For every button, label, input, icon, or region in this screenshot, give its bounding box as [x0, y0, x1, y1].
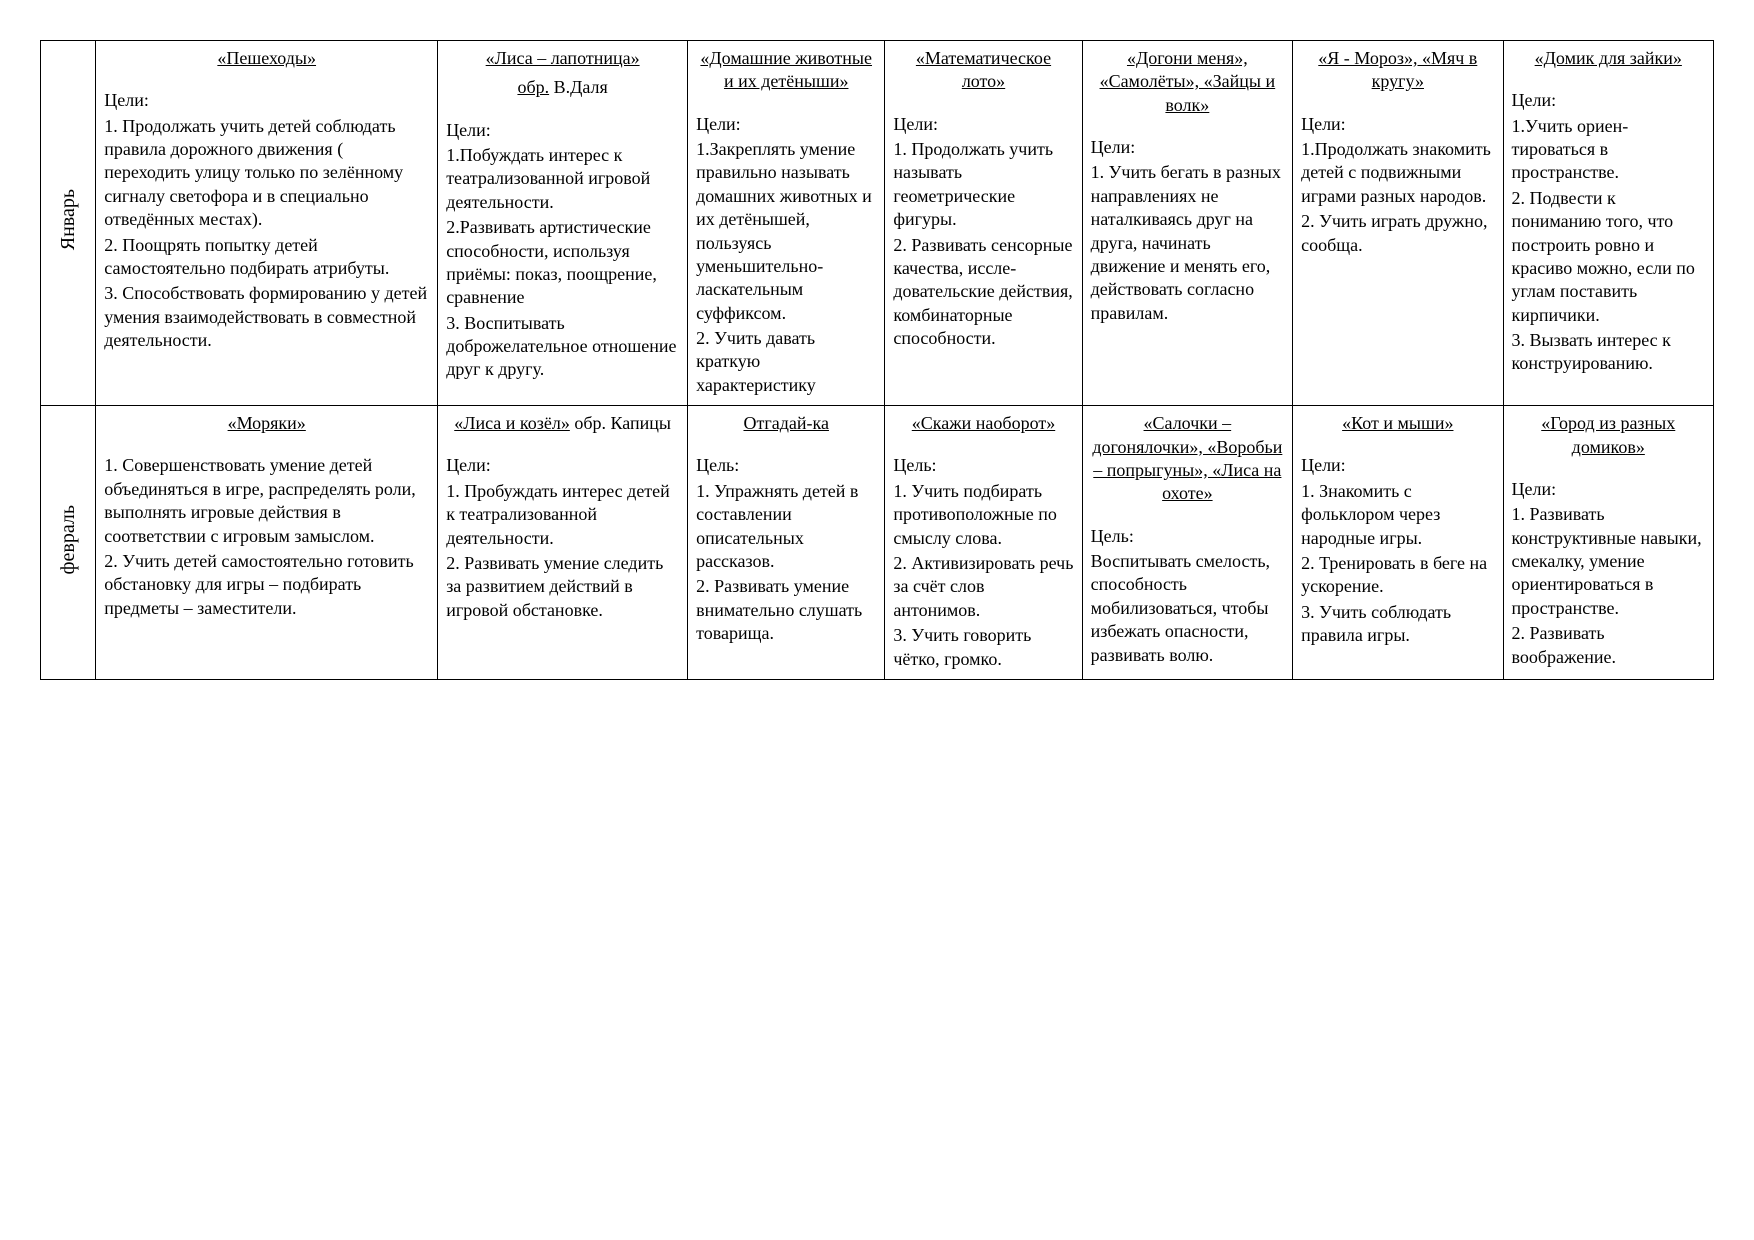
cell-title: «Домик для зайки»	[1512, 47, 1705, 70]
goals-label: Цели:	[104, 89, 429, 112]
goals-label: Цели:	[1301, 113, 1494, 136]
goals-label: Цели:	[1091, 136, 1284, 159]
goal-line: 1.Учить ориен­тироваться в пространстве.	[1512, 115, 1705, 185]
cell-title: «Пешеходы»	[104, 47, 429, 70]
goal-line: 1. Упражнять детей в составлении описате…	[696, 480, 876, 574]
content-cell: «Домик для зайки» Цели: 1.Учить ориен­тир…	[1503, 41, 1713, 406]
goals-label: Цели:	[1301, 454, 1494, 477]
goal-line: 1. Учить бегать в разных направлениях не…	[1091, 161, 1284, 325]
goal-line: 2. Поощрять попытку детей самостоятельно…	[104, 234, 429, 281]
month-cell: февраль	[41, 406, 96, 680]
content-cell: «Математи­ческое лото» Цели:1. Продолжат…	[885, 41, 1082, 406]
goal-line: 3. Способствовать формиро­ванию у детей …	[104, 282, 429, 352]
goals-label: Цель:	[1091, 525, 1284, 548]
goal-line: 1. Пробуждать интерес детей к театрализо…	[446, 480, 679, 550]
cell-title: «Лиса и козёл» обр. Капицы	[446, 412, 679, 435]
goal-line: 1.Побуждать инте­рес к театрализо­ванной…	[446, 144, 679, 214]
goals-label: Цели:	[446, 454, 679, 477]
goal-line: 1. Учить подбирать про­тивоположные по с…	[893, 480, 1073, 550]
goal-line: 2. Активизиро­вать речь за счёт слов ант…	[893, 552, 1073, 622]
month-cell: Январь	[41, 41, 96, 406]
goal-line: 3. Учить соблюдать правила игры.	[1301, 601, 1494, 648]
cell-title: «Город из разных домиков»	[1512, 412, 1705, 459]
content-cell: Отгадай-ка Цель: 1. Упражнять детей в сос…	[688, 406, 885, 680]
cell-title: «Математи­ческое лото»	[893, 47, 1073, 94]
content-cell: «Догони меня», «Самолёты», «Зайцы и волк…	[1082, 41, 1292, 406]
goals-label: Цели:	[446, 119, 679, 142]
goal-line: 2. Развивать умение внимательно слушать …	[696, 575, 876, 645]
cell-title: «Кот и мыши»	[1301, 412, 1494, 435]
goal-line: 3. Воспитывать доброжелательное отношени…	[446, 312, 679, 382]
cell-title: «Догони меня», «Самолёты», «Зайцы и волк…	[1091, 47, 1284, 117]
goals-label: Цели:	[696, 113, 876, 136]
goal-line: 1. Совершенствовать умение детей объедин…	[104, 454, 429, 548]
content-cell: «Лиса и козёл» обр. Капицы Цели: 1. Пробу…	[438, 406, 688, 680]
goal-line: 2. Развивать умение следить за развитием…	[446, 552, 679, 622]
goal-line: 2. Развивать воображение.	[1512, 622, 1705, 669]
goal-line: 1. Знакомить с фольклором через народные…	[1301, 480, 1494, 550]
plan-row: февраль «Моряки» 1. Совершенствовать умен…	[41, 406, 1714, 680]
goal-line: 1. Развивать конструктивные навыки, смек…	[1512, 503, 1705, 620]
cell-title: «Лиса – лапотница»	[446, 47, 679, 70]
goal-line: 2. Учить играть дружно, сообща.	[1301, 210, 1494, 257]
content-cell: «Пешеходы» Цели: 1. Продолжать учить дете…	[96, 41, 438, 406]
content-cell: «Моряки» 1. Совершенствовать умение дете…	[96, 406, 438, 680]
goals-label: Цели:	[1512, 89, 1705, 112]
content-cell: «Скажи наоборот» Цель: 1. Учить подбирать…	[885, 406, 1082, 680]
content-cell: «Домашние животные и их детёныши» Цели:1…	[688, 41, 885, 406]
plan-table: Январь«Пешеходы» Цели:1. Продолжать учит…	[40, 40, 1714, 680]
content-cell: «Кот и мыши» Цели: 1. Знакомить с фолькло…	[1293, 406, 1503, 680]
cell-title: «Скажи наоборот»	[893, 412, 1073, 435]
goal-line: 1. Продолжать учить называть геометричес…	[893, 138, 1073, 232]
cell-title: «Домашние животные и их детёныши»	[696, 47, 876, 94]
goal-line: 1.Закреплять умение пра­вильно назы­вать…	[696, 138, 876, 325]
cell-title: «Я - Мороз», «Мяч в кругу»	[1301, 47, 1494, 94]
goal-line: 2. Подвести к пониманию то­го, что пост­…	[1512, 187, 1705, 327]
plan-row: Январь«Пешеходы» Цели:1. Продолжать учит…	[41, 41, 1714, 406]
content-cell: «Лиса – лапотница» обр. В.Даля Цели:1.Поб…	[438, 41, 688, 406]
goal-line: 3. Вызвать интерес к конструирова­нию.	[1512, 329, 1705, 376]
content-cell: «Салочки – догонялочки», «Воробьи – попр…	[1082, 406, 1292, 680]
goal-line: 1.Продолжать знакомить детей с подвижным…	[1301, 138, 1494, 208]
month-label: Январь	[55, 189, 81, 250]
cell-title: «Моряки»	[104, 412, 429, 435]
content-cell: «Я - Мороз», «Мяч в кругу» Цели:1.Продол…	[1293, 41, 1503, 406]
goal-line: 2. Тренировать в беге на ускорение.	[1301, 552, 1494, 599]
cell-subtitle: обр. В.Даля	[446, 76, 679, 99]
goals-label: Цель:	[893, 454, 1073, 477]
goal-line: 3. Учить говорить чётко, громко.	[893, 624, 1073, 671]
goal-line: 2.Развивать артис­тические способ­ности,…	[446, 216, 679, 310]
goal-line: 2. Учить детей самостоятельно готовить о…	[104, 550, 429, 620]
cell-title: Отгадай-ка	[696, 412, 876, 435]
goal-line: Воспитывать смелость, способность мобили…	[1091, 550, 1284, 667]
goal-line: 1. Продолжать учить детей соблюдать прав…	[104, 115, 429, 232]
goal-line: 2. Учить давать краткую характеристику	[696, 327, 876, 397]
goals-label: Цели:	[893, 113, 1073, 136]
month-label: февраль	[55, 505, 81, 574]
goals-label: Цели:	[1512, 478, 1705, 501]
cell-title: «Салочки – догонялочки», «Воробьи – попр…	[1091, 412, 1284, 506]
goals-label: Цель:	[696, 454, 876, 477]
content-cell: «Город из разных домиков» Цели:1. Развив…	[1503, 406, 1713, 680]
goal-line: 2. Развивать сенсорные качества, иссле­д…	[893, 234, 1073, 351]
